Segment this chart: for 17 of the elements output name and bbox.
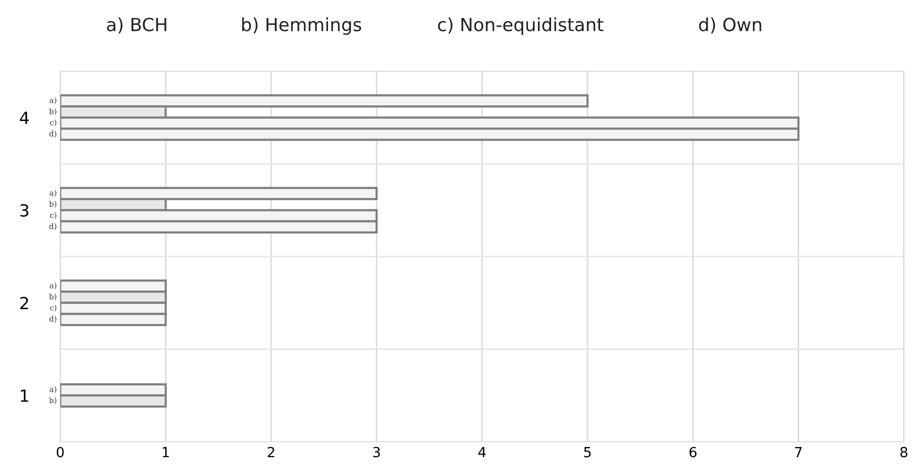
x-tick-label: 3 (373, 446, 380, 458)
x-tick-label: 2 (268, 446, 274, 458)
x-tick-label: 1 (162, 447, 169, 458)
text: a) BCH (106, 17, 166, 34)
text: d) Own (699, 17, 762, 34)
x-tick-label: 6 (690, 446, 697, 458)
x-tick-label: 8 (900, 446, 908, 458)
x-tick-label: 4 (478, 447, 486, 458)
x-tick-label: 0 (56, 446, 64, 458)
text: b) Hemmings (242, 17, 362, 35)
y-tick-label: 3 (20, 204, 28, 217)
x-tick-label: 5 (584, 447, 591, 458)
x-tick-label: 7 (795, 447, 802, 458)
y-tick-label: 4 (20, 112, 29, 124)
y-tick-label: 2 (20, 296, 28, 310)
text: c) Non-equidistant (438, 17, 604, 35)
y-tick-label: 1 (20, 390, 28, 402)
